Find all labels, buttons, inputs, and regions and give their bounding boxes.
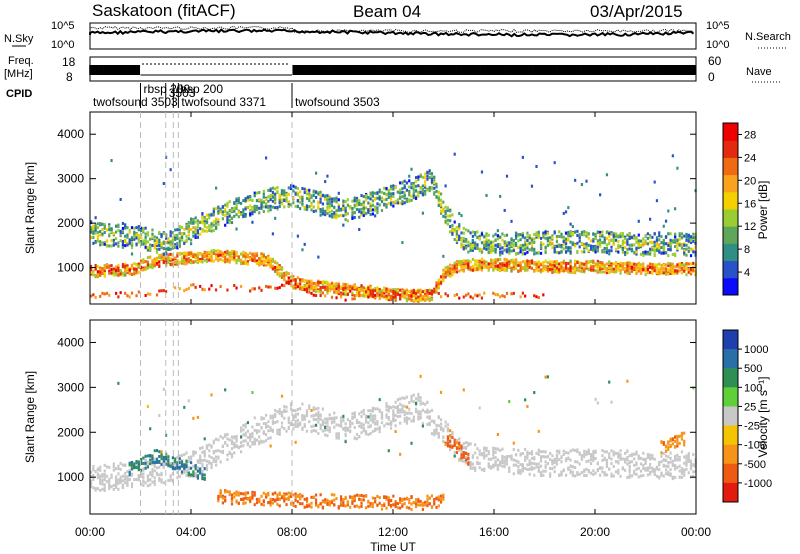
x-tick-label: 16:00 (479, 525, 509, 539)
velocity-y-label: Slant Range [km] (23, 371, 37, 463)
noise-right-tick-top: 10^5 (706, 20, 730, 32)
x-tick-label: 00:00 (75, 525, 105, 539)
noise-search-trace (89, 25, 694, 34)
y-tick-label: 2000 (57, 425, 84, 439)
nave-right-label: Nave (746, 66, 772, 78)
x-tick-label: 12:00 (378, 525, 408, 539)
date-title: 03/Apr/2015 (590, 2, 683, 21)
power-colorbar-tick: 12 (744, 221, 756, 233)
power-colorbar: 4 8 12 16 20 24 28 Power [dB] (722, 122, 770, 296)
y-tick-label: 3000 (57, 380, 84, 394)
x-tick-label: 08:00 (277, 525, 307, 539)
station-title: Saskatoon (fitACF) (92, 1, 236, 20)
x-tick-label: 00:00 (681, 525, 711, 539)
cpid-segment-label: 3503 (169, 86, 196, 100)
power-colorbar-tick: 20 (744, 175, 756, 187)
velocity-colorbar-tick: 25 (744, 401, 756, 413)
freq-left-tick-top: 18 (62, 55, 76, 69)
y-tick-label: 3000 (57, 172, 84, 186)
cpid-segment-label: twofsound 3503 (93, 95, 178, 109)
noise-left-tick-bottom: 10^0 (51, 39, 75, 51)
noise-right-label: N.Search (745, 31, 791, 43)
y-tick-label: 4000 (57, 335, 84, 349)
nave-right-tick-bottom: 0 (708, 70, 715, 84)
x-tick-label: 04:00 (176, 525, 206, 539)
y-tick-label: 4000 (57, 127, 84, 141)
cpid-segment-label: twofsound 3371 (181, 95, 266, 109)
noise-sky-trace (89, 28, 695, 38)
velocity-colorbar-tick: 100 (744, 382, 762, 394)
y-tick-label: 1000 (57, 470, 84, 484)
freq-left-label: Freq. (8, 55, 34, 67)
frequency-trace (89, 65, 696, 76)
x-axis-label: Time UT (370, 540, 416, 554)
cpid-segment-label: twofsound 3503 (295, 95, 380, 109)
velocity-colorbar-tick: -1000 (744, 478, 772, 490)
time-axis: 00:00 04:00 08:00 12:00 16:00 20:00 00:00 (75, 112, 711, 539)
power-colorbar-tick: 4 (744, 267, 750, 279)
velocity-colorbar-tick: -25 (744, 421, 760, 433)
noise-panel: N.Sky 10^5 10^0 10^5 10^0 N.Search (4, 20, 791, 51)
y-tick-label: 1000 (57, 261, 84, 275)
freq-left-tick-bottom: 8 (66, 70, 73, 84)
power-y-label: Slant Range [km] (23, 162, 37, 254)
noise-left-label: N.Sky (4, 33, 34, 45)
power-colorbar-label: Power [dB] (756, 181, 770, 240)
velocity-colorbar-tick: 1000 (744, 344, 768, 356)
velocity-colorbar-label: Velocity [m s⁻¹] (756, 376, 770, 457)
x-tick-label: 20:00 (580, 525, 610, 539)
noise-left-tick-top: 10^5 (51, 20, 75, 32)
power-colorbar-tick: 8 (744, 244, 750, 256)
velocity-panel: 1000 2000 3000 4000 Slant Range [km] (23, 319, 697, 515)
velocity-colorbar-tick: -100 (744, 440, 766, 452)
noise-right-tick-bottom: 10^0 (706, 39, 730, 51)
nave-right-tick-top: 60 (708, 54, 722, 68)
beam-title: Beam 04 (353, 2, 421, 21)
power-colorbar-tick: 16 (744, 198, 756, 210)
velocity-colorbar-tick: 500 (744, 363, 762, 375)
y-tick-label: 2000 (57, 216, 84, 230)
cpid-label: CPID (6, 88, 32, 100)
frequency-panel: Freq. [MHz] 18 8 60 0 Nave (4, 54, 780, 84)
power-panel: 1000 2000 3000 4000 Slant Range [km] (23, 111, 697, 305)
velocity-colorbar: 1000 500 100 25 -25 -100 -500 -1000 Velocity [m… (722, 329, 772, 503)
velocity-colorbar-tick: -500 (744, 459, 766, 471)
cpid-segment-label: rbsp 200 (176, 82, 223, 96)
freq-left-unit: [MHz] (4, 68, 33, 80)
power-colorbar-tick: 28 (744, 129, 756, 141)
power-colorbar-tick: 24 (744, 152, 756, 164)
